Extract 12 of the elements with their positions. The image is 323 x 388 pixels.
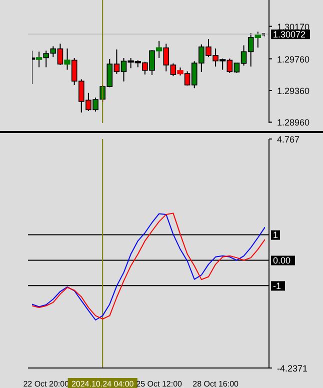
y-tick-label: 1.28960 (277, 118, 310, 128)
y-tick-label: 1.29360 (277, 86, 310, 96)
ref-line-label: 1.30072 (273, 29, 306, 40)
y-tick-label: 4.767 (277, 134, 300, 144)
x-tick-label: 28 Oct 16:00 (192, 380, 240, 388)
y-tick-label: 1.29760 (277, 54, 310, 64)
ref-line-label: -1 (273, 280, 282, 291)
ref-line-label: 0.00 (273, 256, 291, 266)
x-tick-label: 2024.10.24 04:00 (71, 380, 134, 388)
y-tick-label: -4.2371 (277, 364, 308, 374)
y-tick-label: 1.30170 (277, 22, 310, 32)
ref-line-label: 1 (273, 230, 278, 240)
